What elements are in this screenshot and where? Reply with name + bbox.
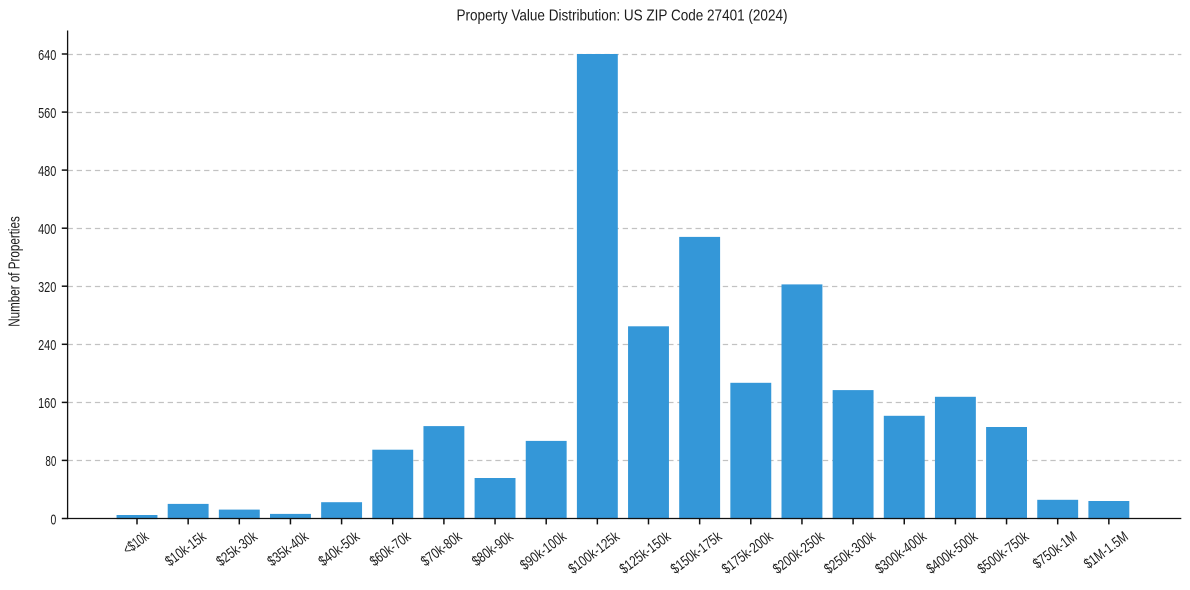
svg-text:400: 400 xyxy=(38,222,56,238)
svg-text:0: 0 xyxy=(51,512,57,528)
svg-text:320: 320 xyxy=(38,280,56,296)
svg-text:240: 240 xyxy=(38,338,56,354)
svg-text:160: 160 xyxy=(38,396,56,412)
svg-text:560: 560 xyxy=(38,106,56,122)
svg-text:Property Value Distribution: U: Property Value Distribution: US ZIP Code… xyxy=(457,8,788,25)
svg-text:640: 640 xyxy=(38,48,56,64)
svg-text:Number of Properties: Number of Properties xyxy=(7,216,24,327)
svg-text:480: 480 xyxy=(38,164,56,180)
svg-text:80: 80 xyxy=(45,454,56,470)
